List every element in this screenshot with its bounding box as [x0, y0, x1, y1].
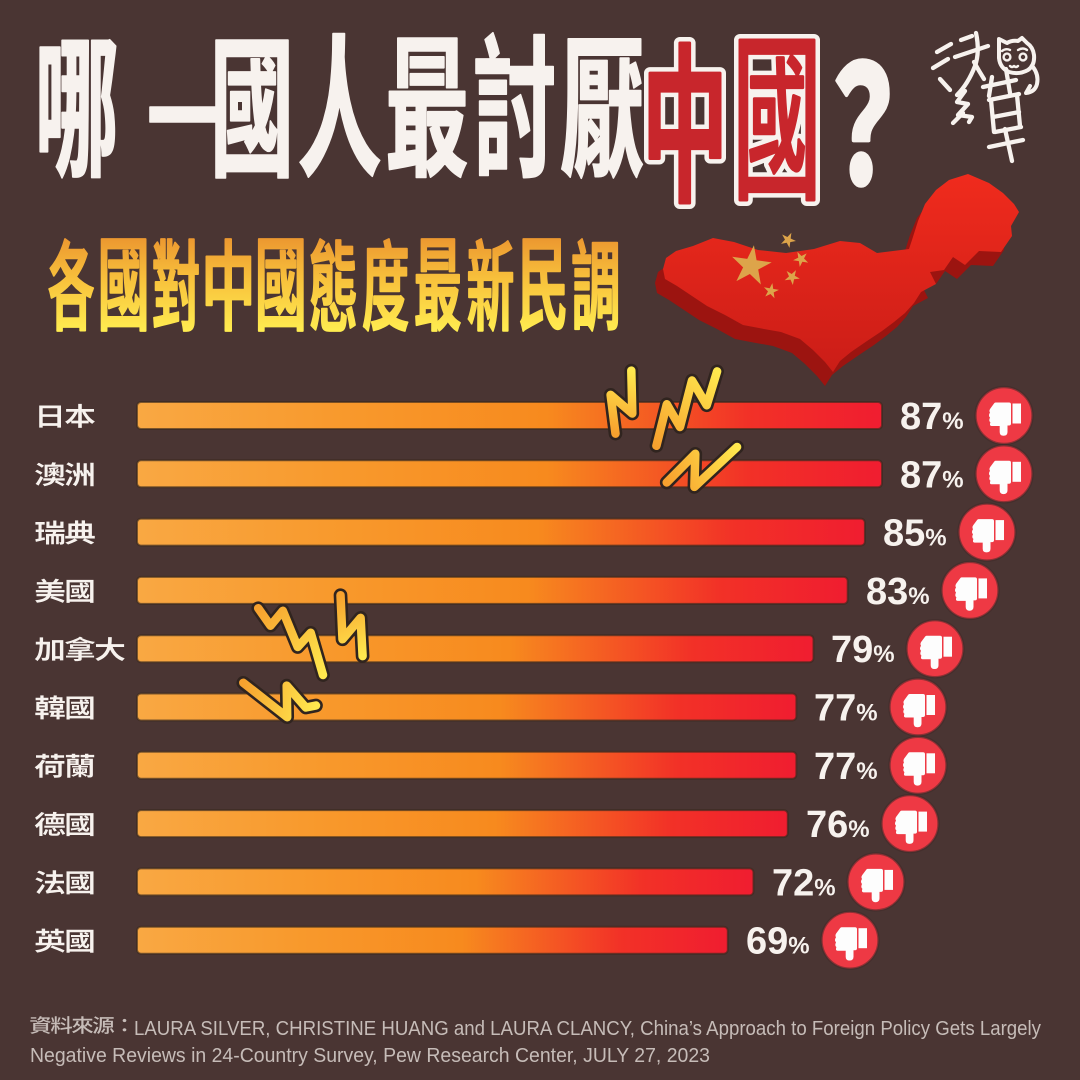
svg-text:72%: 72%: [772, 862, 836, 904]
svg-text:85%: 85%: [883, 513, 947, 555]
svg-text:87%: 87%: [900, 396, 964, 438]
svg-text:76%: 76%: [806, 804, 870, 846]
svg-text:77%: 77%: [814, 688, 878, 730]
svg-text:LAURA SILVER, CHRISTINE HUANG: LAURA SILVER, CHRISTINE HUANG and LAURA …: [134, 1017, 1042, 1040]
svg-text:69%: 69%: [746, 921, 810, 963]
svg-text:Negative Reviews in 24-Country: Negative Reviews in 24-Country Survey, P…: [30, 1044, 710, 1067]
svg-text:77%: 77%: [814, 746, 878, 788]
svg-text:79%: 79%: [831, 629, 895, 671]
svg-text:83%: 83%: [866, 571, 930, 613]
svg-text:87%: 87%: [900, 454, 964, 496]
